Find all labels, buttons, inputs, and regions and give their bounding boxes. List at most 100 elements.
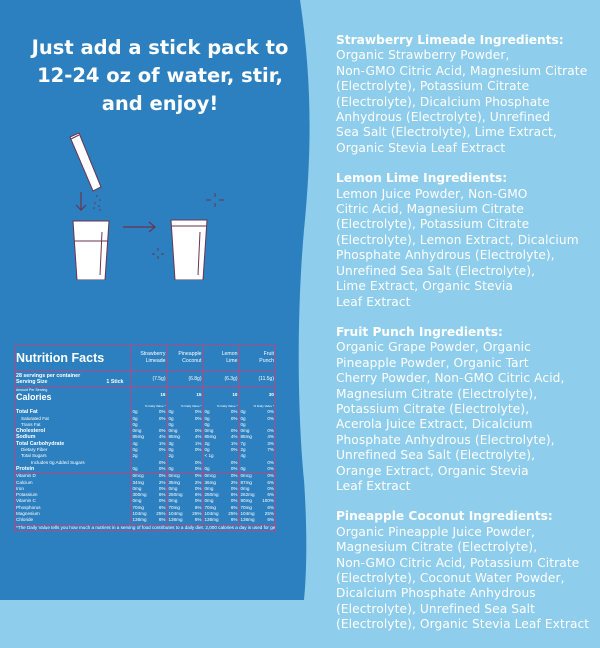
nutrient-cell-inner: 0mg 0% (169, 428, 202, 434)
nutrient-label: Protein (16, 465, 35, 472)
nutrient-cell: 0mg 0% (202, 428, 239, 435)
nutrient-cell: 0mg 0% (202, 498, 239, 505)
nutrient-cell-inner: 0g 0% (169, 447, 202, 453)
headline-line: 12-24 oz of water, stir, (37, 64, 283, 87)
ingredient-line: Unrefined Sea Salt (Electrolyte), (336, 448, 536, 463)
nutrient-daily-value: 6% (194, 504, 202, 510)
nutrient-cell-inner: 0g 0% (169, 409, 202, 415)
nutrient-cell-inner: 35mg 2% (169, 480, 202, 486)
nutrient-cell: 0g (238, 421, 275, 429)
serving-weight: (6.8g) (166, 370, 203, 388)
nutrient-cell: 250mg 6% (166, 492, 203, 499)
calories-value: 30 (238, 387, 275, 403)
nutrient-amount: 104mg (240, 511, 255, 517)
nutrient-daily-value: 0% (230, 498, 238, 504)
nutrient-cell-inner: 0g 0% (241, 466, 275, 472)
nutrient-daily-value: 4% (194, 434, 202, 440)
ingredient-block: Pineapple Coconut Ingredients: Organic Pi… (336, 509, 598, 632)
serving-weight: (6.3g) (202, 370, 239, 388)
nutrient-cell: 70mg 6% (166, 504, 203, 512)
nutrient-daily-value: 0% (267, 428, 274, 434)
nutrient-row: Cholesterol 0mg 0% 0mg 0% 0mg 0% 0mg 0% (15, 428, 275, 435)
nutrient-daily-value: 2% (158, 479, 166, 485)
nutrient-daily-value: 0% (158, 428, 166, 434)
nutrient-cell: 136mg 6% (166, 517, 203, 525)
nutrient-cell: 7g 3% (238, 440, 275, 448)
nutrient-cell: 104mg 25% (130, 511, 167, 518)
nutrient-cell: 0g (202, 421, 239, 429)
nutrient-cell-inner: 2g 1% (205, 441, 238, 447)
nutrient-cell-inner: 3g 1% (169, 441, 202, 447)
nutrient-daily-value: 0% (158, 459, 166, 465)
nutrient-daily-value: 0% (158, 473, 166, 479)
nutrient-amount: 2g (168, 453, 174, 459)
nutrient-amount: 85mg (204, 434, 217, 440)
nutrient-cell: 136mg 6% (238, 517, 275, 525)
nutrient-cell-inner: 0g 0% (205, 416, 238, 422)
ingredient-line: (Electrolyte), Potassium Citrate (336, 217, 530, 232)
nutrient-cell-inner: 0mg 0% (133, 498, 166, 504)
nutrient-daily-value: 25% (192, 511, 202, 517)
nutrient-amount: < 1g (204, 453, 214, 459)
product-header: Pineapple Coconut (166, 346, 203, 371)
nutrient-daily-value: 6% (158, 492, 166, 498)
ingredient-line: Citric Acid, Magnesium Citrate (336, 202, 524, 217)
nutrient-cell-inner: 0% (169, 460, 202, 466)
product-name: Lemon Lime (205, 351, 238, 365)
nutrient-cell-inner: 34mg 2% (133, 480, 166, 486)
calories-value: 15 (130, 387, 167, 403)
nutrient-cell-inner: 0g 0% (133, 416, 166, 422)
nutrient-amount: 0g (132, 421, 138, 427)
nutrient-cell-inner: 0g 0% (133, 447, 166, 453)
nutrient-cell-inner: 7g 3% (241, 441, 275, 447)
nutrient-cell: 2g 7% (238, 447, 275, 454)
nutrient-cell: 0% (238, 459, 275, 466)
nutrient-cell-inner: 0% (133, 460, 166, 466)
nutrient-amount: 300mg (132, 492, 147, 498)
calories-value: 10 (202, 387, 239, 403)
nutrient-amount: 0mg (168, 428, 178, 434)
nutrient-amount: 0mg (168, 485, 178, 491)
nutrient-cell-inner: 0mg 0% (205, 498, 238, 504)
ingredient-text: Organic Strawberry Powder, Non-GMO Citric… (336, 48, 598, 156)
nutrient-daily-value: 0% (194, 428, 202, 434)
nutrient-daily-value: 25% (228, 511, 238, 517)
nutrient-cell: 0mg 0% (238, 485, 275, 493)
nutrient-daily-value: 0% (158, 498, 166, 504)
nutrient-cell: 0mcg 0% (166, 472, 203, 480)
nutrient-cell-inner: 104mg 25% (205, 511, 238, 517)
nutrient-cell: 0mcg 0% (130, 472, 167, 480)
nutrient-amount: 0g (204, 415, 210, 421)
ingredient-line: (Electrolyte), Unrefined Sea Salt (336, 601, 536, 616)
nutrient-amount: 0g (132, 415, 138, 421)
nutrient-row: Dietary Fiber 0g 0% 0g 0% 0g 0% 2g 7% (15, 447, 275, 454)
nutrient-cell-inner: 0g 0% (133, 409, 166, 415)
nutrient-amount: 85mg (168, 434, 181, 440)
nutrient-cell: 0mg 0% (166, 485, 203, 493)
nutrient-cell: 262mg 6% (238, 492, 275, 499)
nutrient-cell: 0% (130, 459, 167, 466)
ingredient-line: Anhydrous (Electrolyte), Unrefined (336, 110, 551, 125)
nutrient-cell-inner: 4g 1% (133, 441, 166, 447)
nutrient-amount: 104mg (168, 511, 183, 517)
nutrient-cell: 2g (130, 453, 167, 460)
nutrient-cell-inner: 262mg 6% (241, 492, 275, 498)
ingredient-block: Strawberry Limeade Ingredients: Organic S… (336, 33, 598, 156)
nutrient-row: Total Carbohydrate 4g 1% 3g 1% 2g 1% 7g 3% (15, 440, 275, 448)
ingredient-line: Dicalcium Phosphate Anhydrous (336, 586, 536, 601)
serving-weight: (7.5g) (130, 370, 167, 388)
ingredient-line: (Electrolyte), Organic Stevia Leaf Extra… (336, 617, 590, 632)
headline: Just add a stick pack to 12-24 oz of wat… (10, 34, 310, 118)
nutrient-cell-inner: 87mg 6% (241, 480, 275, 486)
nutrient-amount: 0g (168, 465, 174, 471)
ingredient-line: Organic Grape Powder, Organic (336, 340, 531, 355)
ingredient-text: Organic Pineapple Juice Powder, Magnesium… (336, 525, 598, 633)
nutrient-daily-value: 0% (267, 473, 274, 479)
nutrient-daily-value: 0% (194, 465, 202, 471)
nutrient-cell: 2g (166, 453, 203, 460)
nutrient-amount: 70mg (132, 504, 145, 510)
arrow-down-icon (75, 192, 87, 211)
nutrient-cell-inner: 0mg 0% (205, 486, 238, 492)
ingredient-line: (Electrolyte), Lemon Extract, Dicalcium (336, 232, 579, 247)
nutrient-daily-value: 0% (230, 447, 238, 453)
